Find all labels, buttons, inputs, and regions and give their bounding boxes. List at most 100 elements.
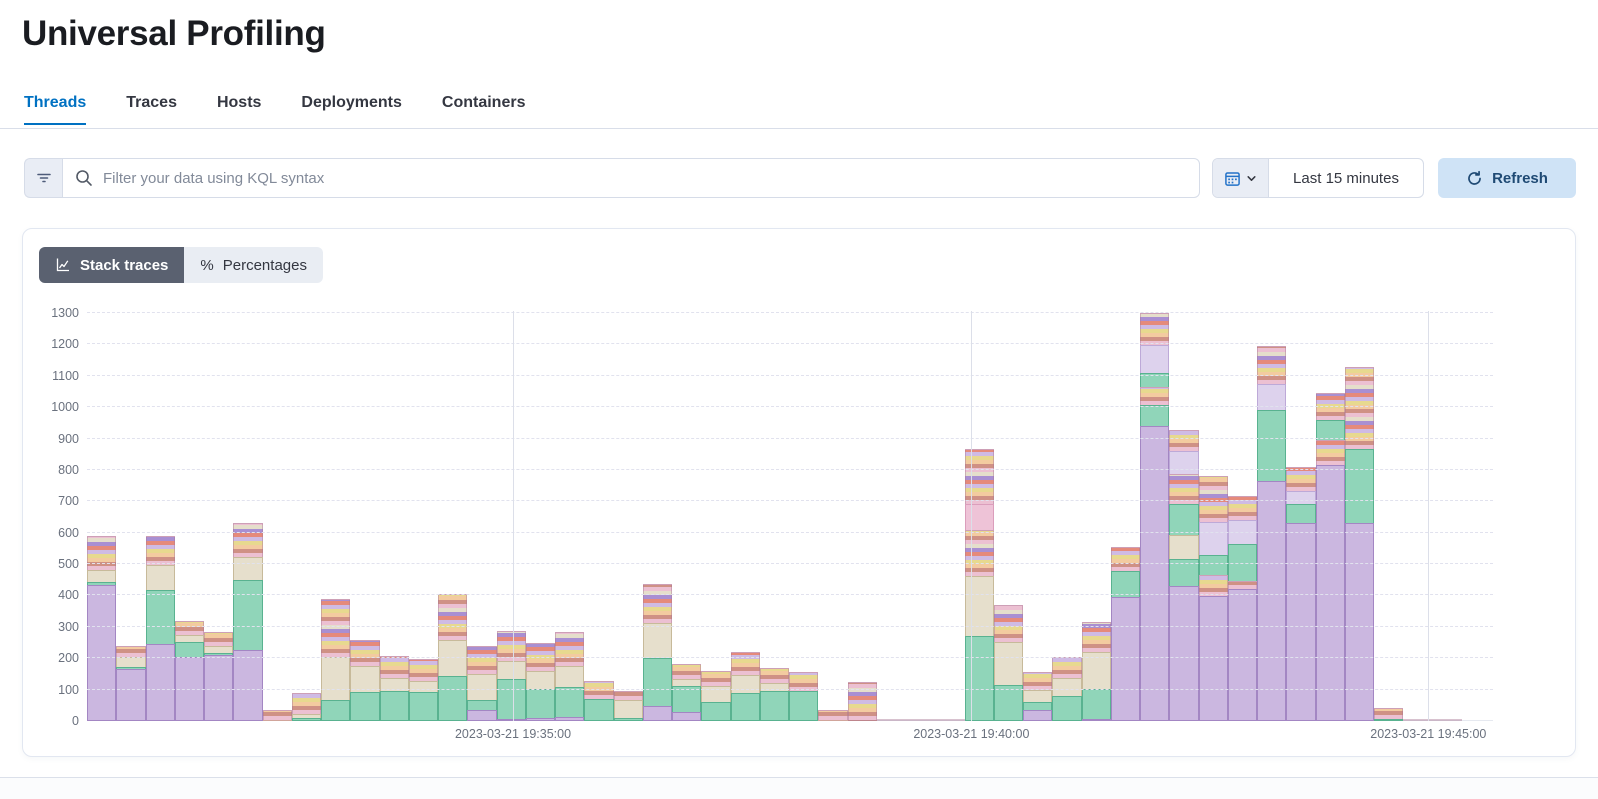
- bar-segment: [525, 717, 555, 721]
- bar[interactable]: [496, 631, 526, 721]
- y-axis-tick-label: 1200: [51, 337, 79, 352]
- bar[interactable]: [964, 448, 994, 721]
- bar[interactable]: [467, 645, 497, 721]
- bar[interactable]: [1257, 346, 1287, 721]
- bar[interactable]: [1052, 657, 1082, 721]
- bar-segment: [438, 640, 468, 677]
- bar[interactable]: [789, 671, 819, 721]
- bar-segment: [613, 700, 643, 719]
- bar[interactable]: [759, 668, 789, 721]
- bar-segment: [555, 717, 585, 721]
- bar-segment: [174, 642, 204, 658]
- bar-segment: [496, 661, 526, 681]
- bar[interactable]: [1169, 430, 1199, 721]
- bar[interactable]: [408, 658, 438, 721]
- bar[interactable]: [438, 594, 468, 721]
- horizontal-gridline: [87, 563, 1493, 565]
- chart-plot-area[interactable]: [87, 299, 1493, 721]
- bar-segment: [642, 658, 672, 707]
- y-axis: 0 100 200 300 400 500 600 700 800 900 1000 1100 1200…: [39, 299, 87, 728]
- tab-deployments[interactable]: Deployments: [301, 94, 402, 111]
- horizontal-gridline: [87, 594, 1493, 596]
- bar[interactable]: [847, 682, 877, 721]
- tab-hosts[interactable]: Hosts: [216, 94, 262, 111]
- bar-segment: [1344, 523, 1374, 721]
- kql-search-input[interactable]: [62, 158, 1200, 198]
- bar[interactable]: [1286, 466, 1316, 721]
- tab-containers[interactable]: Containers: [441, 94, 526, 111]
- bar-segment: [1315, 439, 1345, 467]
- bar-segment: [584, 680, 614, 700]
- bar[interactable]: [174, 620, 204, 721]
- horizontal-gridline: [87, 657, 1493, 659]
- bar[interactable]: [204, 631, 234, 721]
- bar[interactable]: [818, 710, 848, 721]
- bar-segment: [379, 691, 409, 721]
- bar-segment: [496, 719, 526, 721]
- bar[interactable]: [350, 639, 380, 721]
- bar[interactable]: [672, 664, 702, 721]
- vertical-gridline: [513, 311, 515, 721]
- horizontal-gridline: [87, 437, 1493, 439]
- bar[interactable]: [1110, 547, 1140, 721]
- bar[interactable]: [1198, 475, 1228, 721]
- bar[interactable]: [935, 719, 965, 721]
- bar[interactable]: [291, 693, 321, 721]
- bar-segment: [964, 576, 994, 638]
- bar-segment: [438, 675, 468, 721]
- bar-segment: [642, 584, 672, 625]
- bar[interactable]: [1227, 495, 1257, 721]
- bar-segment: [87, 535, 117, 572]
- bar-segment: [116, 669, 146, 721]
- bar[interactable]: [613, 691, 643, 721]
- bar[interactable]: [1432, 719, 1462, 721]
- bar[interactable]: [642, 584, 672, 721]
- bar-segment: [379, 678, 409, 693]
- bar[interactable]: [525, 643, 555, 721]
- time-range-label[interactable]: Last 15 minutes: [1293, 169, 1399, 187]
- toggle-stack-traces[interactable]: Stack traces: [39, 247, 185, 283]
- bar[interactable]: [584, 680, 614, 721]
- bar[interactable]: [730, 651, 760, 721]
- bar[interactable]: [1140, 313, 1170, 721]
- bar[interactable]: [701, 671, 731, 721]
- search-icon: [74, 168, 94, 188]
- horizontal-gridline: [87, 343, 1493, 345]
- bar[interactable]: [1374, 707, 1404, 721]
- bar[interactable]: [555, 632, 585, 721]
- bar[interactable]: [906, 719, 936, 721]
- bar[interactable]: [87, 535, 117, 721]
- bar[interactable]: [233, 523, 263, 721]
- bar[interactable]: [1315, 392, 1345, 721]
- bar-segment: [145, 590, 175, 646]
- date-quick-select-button[interactable]: [1213, 159, 1269, 197]
- bar[interactable]: [876, 719, 906, 721]
- bar-segment: [1110, 547, 1140, 573]
- bar-segment: [964, 504, 994, 532]
- bar[interactable]: [993, 605, 1023, 721]
- bar-segment: [145, 564, 175, 592]
- bar[interactable]: [1023, 672, 1053, 721]
- bar[interactable]: [1344, 366, 1374, 721]
- bar-segment: [1198, 574, 1228, 597]
- refresh-button[interactable]: Refresh: [1438, 158, 1576, 198]
- bar-segment: [467, 674, 497, 701]
- toggle-percentages[interactable]: % Percentages: [184, 247, 323, 283]
- bar-segment: [584, 699, 614, 721]
- bar[interactable]: [321, 599, 351, 721]
- horizontal-gridline: [87, 406, 1493, 408]
- bar[interactable]: [1403, 719, 1433, 721]
- bar-segment: [233, 556, 263, 581]
- tab-threads[interactable]: Threads: [24, 94, 87, 125]
- bar-segment: [1169, 451, 1199, 475]
- filter-button[interactable]: [24, 158, 62, 198]
- y-axis-tick-label: 1000: [51, 400, 79, 415]
- tab-traces[interactable]: Traces: [126, 94, 177, 111]
- tabs-bar: Threads Traces Hosts Deployments Containers: [24, 94, 525, 125]
- bar[interactable]: [1081, 621, 1111, 721]
- bar-segment: [555, 686, 585, 719]
- bar[interactable]: [145, 535, 175, 721]
- x-axis-labels: 2023-03-21 19:35:00 2023-03-21 19:40:00 20…: [87, 727, 1493, 751]
- bar[interactable]: [262, 710, 292, 721]
